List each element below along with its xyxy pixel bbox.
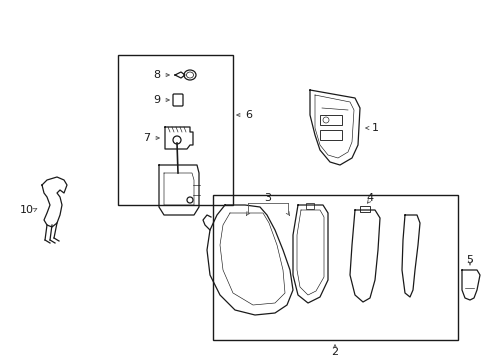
- Text: 10: 10: [20, 205, 34, 215]
- Text: 6: 6: [245, 110, 252, 120]
- Bar: [320, 115, 342, 125]
- Text: 8: 8: [153, 70, 161, 80]
- Text: 5: 5: [466, 255, 473, 265]
- Bar: [360, 206, 370, 212]
- Text: 1: 1: [371, 123, 378, 133]
- Bar: [213, 195, 458, 340]
- Text: 7: 7: [144, 133, 150, 143]
- Text: 9: 9: [153, 95, 161, 105]
- Text: 3: 3: [265, 193, 271, 203]
- Text: 4: 4: [367, 193, 373, 203]
- Bar: [306, 203, 314, 209]
- Bar: [118, 55, 233, 205]
- Text: 2: 2: [331, 347, 339, 357]
- Bar: [320, 130, 342, 140]
